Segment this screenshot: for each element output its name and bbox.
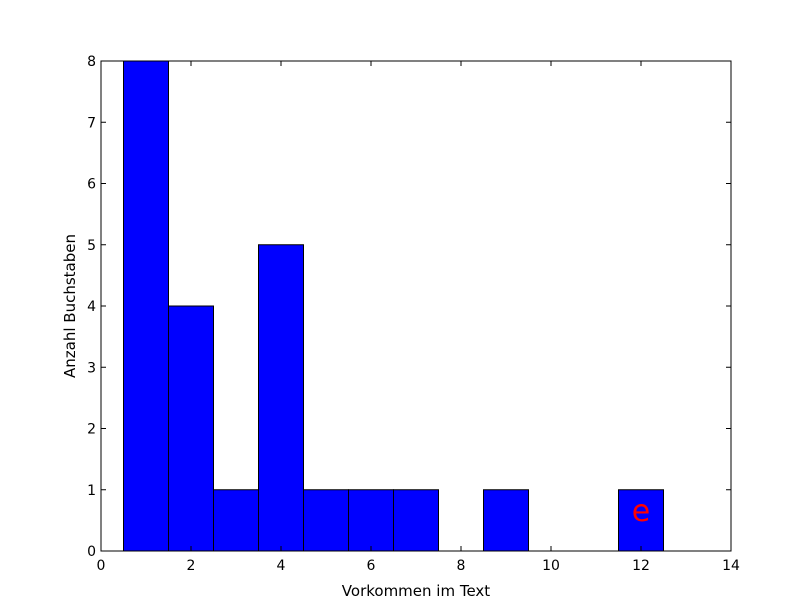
bars-group	[123, 60, 664, 552]
x-axis-title: Vorkommen im Text	[342, 582, 491, 600]
annotations-group: e	[632, 494, 650, 529]
bar-5	[348, 489, 394, 552]
x-tick-label: 12	[632, 558, 650, 574]
y-tick-label: 3	[87, 360, 96, 376]
y-axis-ticks: 0 1 2 3 4 5 6 7 8	[87, 54, 731, 560]
bar-6	[393, 489, 439, 552]
y-tick-label: 2	[87, 422, 96, 438]
y-tick-label: 1	[87, 483, 96, 499]
bar-4	[303, 489, 349, 552]
bar-1	[168, 305, 214, 552]
y-tick-label: 7	[87, 115, 96, 131]
x-tick-label: 4	[277, 558, 286, 574]
y-tick-label: 6	[87, 177, 96, 193]
y-tick-label: 4	[87, 299, 96, 315]
y-axis-title: Anzahl Buchstaben	[61, 234, 79, 378]
x-tick-label: 8	[457, 558, 466, 574]
bar-7	[483, 489, 529, 552]
bar-0	[123, 60, 169, 552]
x-tick-label: 2	[187, 558, 196, 574]
y-tick-label: 5	[87, 238, 96, 254]
x-axis-ticks: 0 2 4 6 8 10 12 14	[97, 61, 740, 574]
annotation-label: e	[632, 494, 650, 529]
x-tick-label: 10	[542, 558, 560, 574]
x-tick-label: 6	[367, 558, 376, 574]
y-tick-label: 8	[87, 54, 96, 70]
y-tick-label: 0	[87, 544, 96, 560]
bar-2	[213, 489, 259, 552]
x-tick-label: 14	[722, 558, 740, 574]
bar-3	[258, 244, 304, 552]
x-tick-label: 0	[97, 558, 106, 574]
bar-8	[618, 489, 664, 552]
